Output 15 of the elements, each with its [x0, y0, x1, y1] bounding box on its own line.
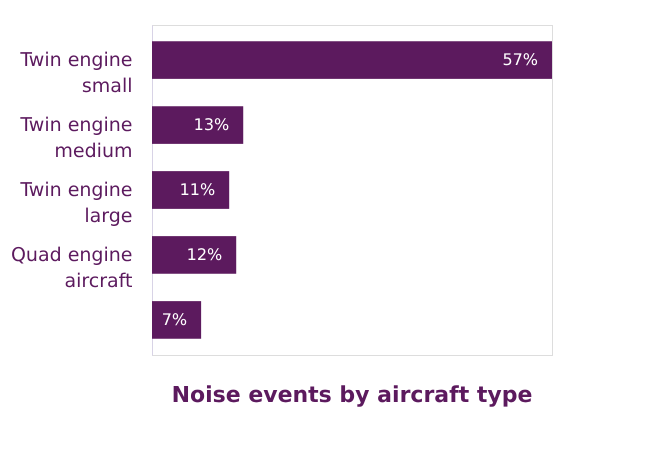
data-label: 11%	[180, 180, 216, 199]
data-label: 12%	[186, 244, 222, 264]
bar	[152, 301, 202, 339]
data-label: 7%	[162, 310, 188, 329]
bar	[152, 171, 230, 209]
bar	[152, 236, 236, 274]
y-tick-label: Twin engine small	[19, 49, 132, 98]
y-tick-label: Twin engine large	[19, 179, 132, 227]
data-label: 57%	[502, 50, 538, 70]
bar	[152, 41, 552, 79]
data-label: 13%	[194, 115, 230, 134]
y-tick-label: Twin engine medium	[19, 114, 132, 162]
bar	[152, 106, 244, 144]
text: Noise events by aircraft type	[172, 383, 532, 408]
y-tick-label: Quad engine aircraft	[10, 244, 132, 292]
